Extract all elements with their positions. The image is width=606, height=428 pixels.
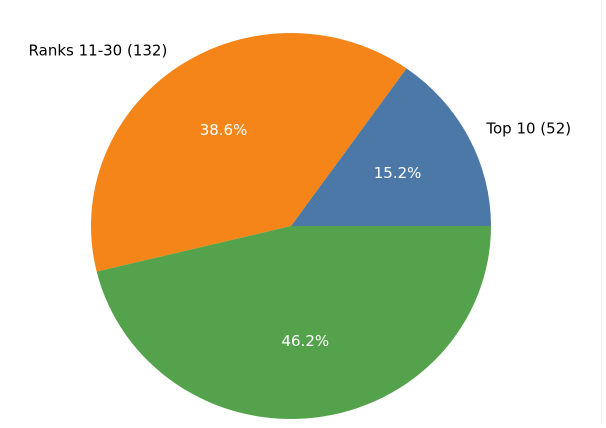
pie-slice-0 — [291, 68, 491, 226]
pie-slice-label-0: Top 10 (52) — [485, 119, 571, 137]
pie-labels: 15.2% Top 10 (52) 38.6% Ranks 11-30 (132) 46… — [29, 41, 572, 350]
pie-slice-2 — [96, 226, 492, 419]
pie-percent-label-1: 38.6% — [200, 121, 248, 139]
page-edge-divider — [601, 0, 602, 424]
pie-slice-label-1: Ranks 11-30 (132) — [29, 41, 168, 59]
pie-slices — [91, 32, 492, 419]
pie-percent-label-2: 46.2% — [281, 332, 329, 350]
pie-slice-1 — [91, 32, 407, 272]
pie-percent-label-0: 15.2% — [374, 164, 422, 182]
